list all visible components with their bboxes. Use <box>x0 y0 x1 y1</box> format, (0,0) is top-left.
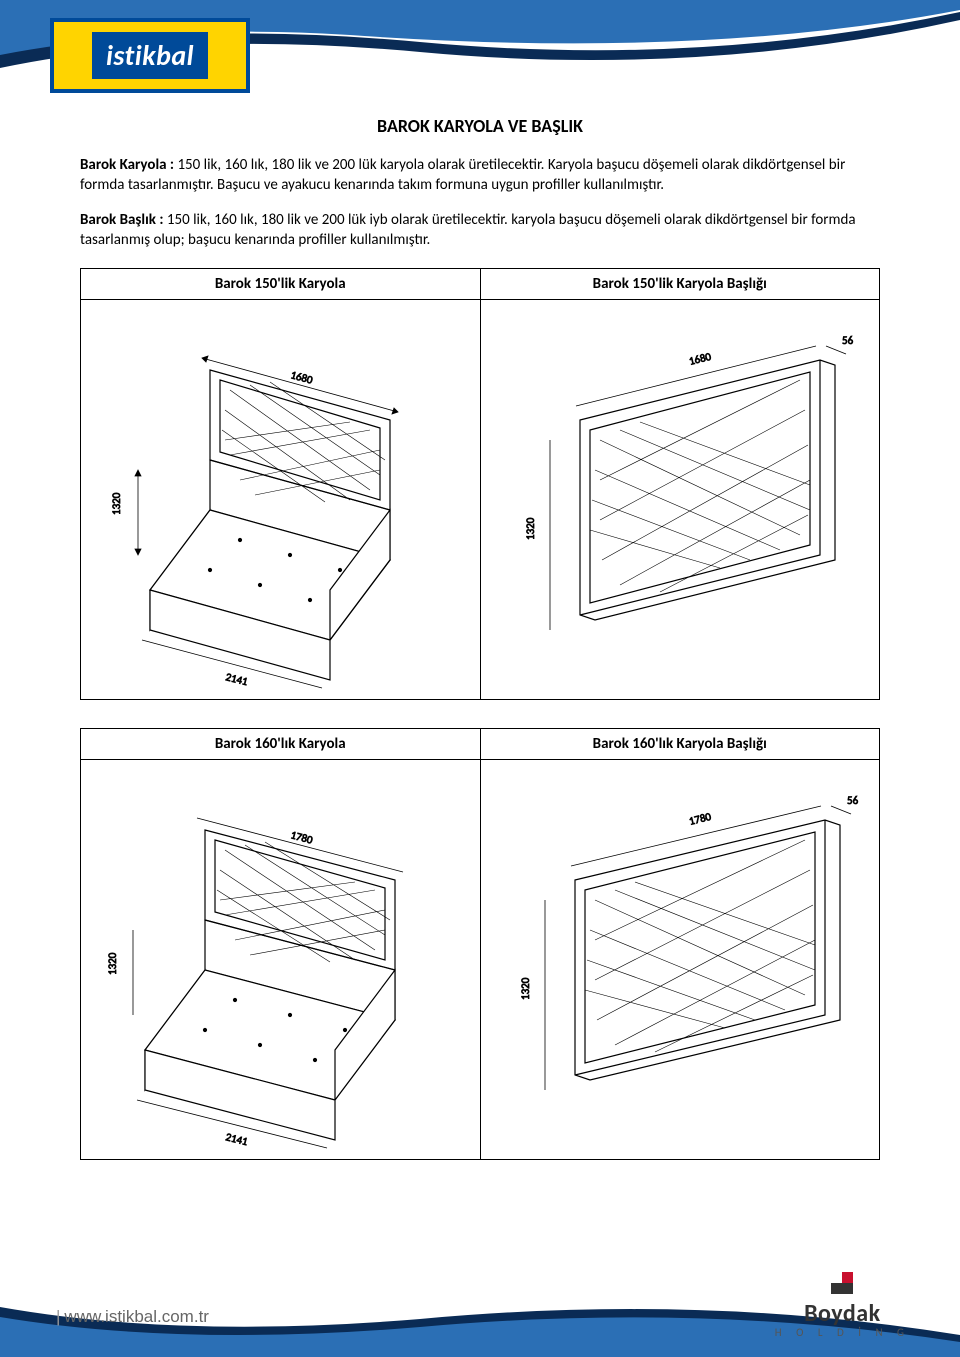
boydak-icon <box>827 1269 857 1299</box>
svg-text:1320: 1320 <box>106 952 119 975</box>
paragraph-karyola: Barok Karyola : 150 lik, 160 lık, 180 li… <box>80 155 880 196</box>
website-url: |www.istikbal.com.tr <box>56 1307 209 1327</box>
header-160-baslik: Barok 160'lık Karyola Başlığı <box>480 729 880 760</box>
footer: |www.istikbal.com.tr Boydak H O L D İ N … <box>0 1267 960 1357</box>
svg-text:1780: 1780 <box>289 828 314 846</box>
para1-label: Barok Karyola : <box>80 156 177 174</box>
bed-drawing-icon: 1680 1320 2141 <box>90 310 470 690</box>
para2-text: 150 lik, 160 lık, 180 lik ve 200 lük iyb… <box>80 211 856 249</box>
svg-text:1320: 1320 <box>524 517 537 540</box>
drawing-160-baslik: 1780 56 1320 <box>480 760 880 1160</box>
svg-text:1320: 1320 <box>110 492 123 515</box>
drawing-150-baslik: 1680 56 1320 <box>480 300 880 700</box>
boydak-name: Boydak <box>775 1299 910 1328</box>
para1-text: 150 lik, 160 lık, 180 lik ve 200 lük kar… <box>80 156 845 194</box>
brand-logo-text: istikbal <box>92 32 208 79</box>
svg-text:1680: 1680 <box>289 368 314 386</box>
svg-text:56: 56 <box>847 794 859 807</box>
svg-text:56: 56 <box>842 334 854 347</box>
bed-drawing-icon: 1780 1320 2141 <box>90 770 470 1150</box>
headboard-drawing-icon: 1780 56 1320 <box>490 770 870 1150</box>
boydak-sub: H O L D İ N G <box>775 1326 910 1339</box>
paragraph-baslik: Barok Başlık : 150 lik, 160 lık, 180 lik… <box>80 210 880 251</box>
boydak-logo: Boydak H O L D İ N G <box>775 1269 910 1339</box>
brand-logo: istikbal <box>50 18 250 93</box>
spec-table-150: Barok 150'lik Karyola Barok 150'lik Kary… <box>80 268 880 700</box>
svg-text:1320: 1320 <box>519 977 532 1000</box>
headboard-drawing-icon: 1680 56 1320 <box>490 310 870 690</box>
header-150-baslik: Barok 150'lik Karyola Başlığı <box>480 269 880 300</box>
svg-text:1680: 1680 <box>687 349 712 367</box>
svg-text:2141: 2141 <box>225 1130 250 1148</box>
page-title: BAROK KARYOLA VE BAŞLIK <box>80 115 880 137</box>
drawing-150-karyola: 1680 1320 2141 <box>81 300 481 700</box>
header-160-karyola: Barok 160'lık Karyola <box>81 729 481 760</box>
para2-label: Barok Başlık : <box>80 211 167 229</box>
header-150-karyola: Barok 150'lik Karyola <box>81 269 481 300</box>
svg-text:2141: 2141 <box>225 670 250 688</box>
svg-text:1780: 1780 <box>687 809 712 827</box>
drawing-160-karyola: 1780 1320 2141 <box>81 760 481 1160</box>
spec-table-160: Barok 160'lık Karyola Barok 160'lık Kary… <box>80 728 880 1160</box>
content-area: BAROK KARYOLA VE BAŞLIK Barok Karyola : … <box>80 115 880 1160</box>
